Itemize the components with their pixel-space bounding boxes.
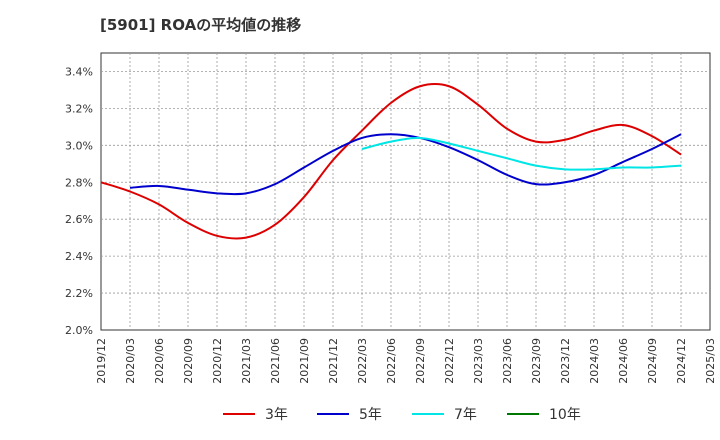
plot-frame [100, 52, 711, 331]
x-tick-label: 2022/03 [356, 338, 369, 384]
x-tick-label: 2023/06 [501, 338, 514, 384]
legend-label: 10年 [549, 407, 581, 423]
x-tick-label: 2021/12 [327, 338, 340, 384]
x-tick-label: 2020/06 [153, 338, 166, 384]
y-tick-label: 2.0% [65, 324, 93, 337]
x-tick-label: 2024/12 [675, 338, 688, 384]
x-tick-label: 2023/12 [559, 338, 572, 384]
y-tick-label: 2.4% [65, 250, 93, 263]
x-tick-label: 2024/06 [617, 338, 630, 384]
x-tick-label: 2022/09 [414, 338, 427, 384]
plot-area [100, 52, 711, 331]
gridlines [101, 53, 710, 330]
x-tick-label: 2019/12 [95, 338, 108, 384]
x-tick-label: 2021/06 [269, 338, 282, 384]
x-tick-label: 2021/03 [240, 338, 253, 384]
y-tick-label: 2.6% [65, 213, 93, 226]
x-tick-label: 2023/03 [472, 338, 485, 384]
x-tick-label: 2020/03 [124, 338, 137, 384]
y-tick-label: 3.2% [65, 102, 93, 115]
y-tick-label: 3.4% [65, 65, 93, 78]
x-tick-label: 2022/06 [385, 338, 398, 384]
y-tick-label: 2.2% [65, 287, 93, 300]
x-tick-label: 2021/09 [298, 338, 311, 384]
series-line-1 [100, 83, 682, 240]
x-tick-label: 2025/03 [704, 338, 717, 384]
x-tick-label: 2022/12 [443, 338, 456, 384]
legend: 3年 5年 7年 10年 [223, 407, 581, 423]
legend-label: 7年 [454, 407, 477, 423]
legend-label: 5年 [359, 407, 382, 423]
series-line-2 [129, 133, 682, 196]
x-tick-label: 2020/09 [182, 338, 195, 384]
x-tick-label: 2023/09 [530, 338, 543, 384]
series-lines [100, 83, 682, 240]
x-tick-label: 2024/03 [588, 338, 601, 384]
series-line-3 [361, 136, 682, 171]
chart-title: [5901] ROAの平均値の推移 [100, 16, 302, 34]
y-axis-ticks: 2.0% 2.2% 2.4% 2.6% 2.8% 3.0% 3.2% 3.4% [65, 65, 93, 337]
y-tick-label: 3.0% [65, 139, 93, 152]
x-tick-label: 2024/09 [646, 338, 659, 384]
y-tick-label: 2.8% [65, 176, 93, 189]
legend-label: 3年 [265, 407, 288, 423]
x-axis-ticks: 2019/12 2020/03 2020/06 2020/09 2020/12 2021/… [95, 338, 717, 384]
x-tick-label: 2020/12 [211, 338, 224, 384]
